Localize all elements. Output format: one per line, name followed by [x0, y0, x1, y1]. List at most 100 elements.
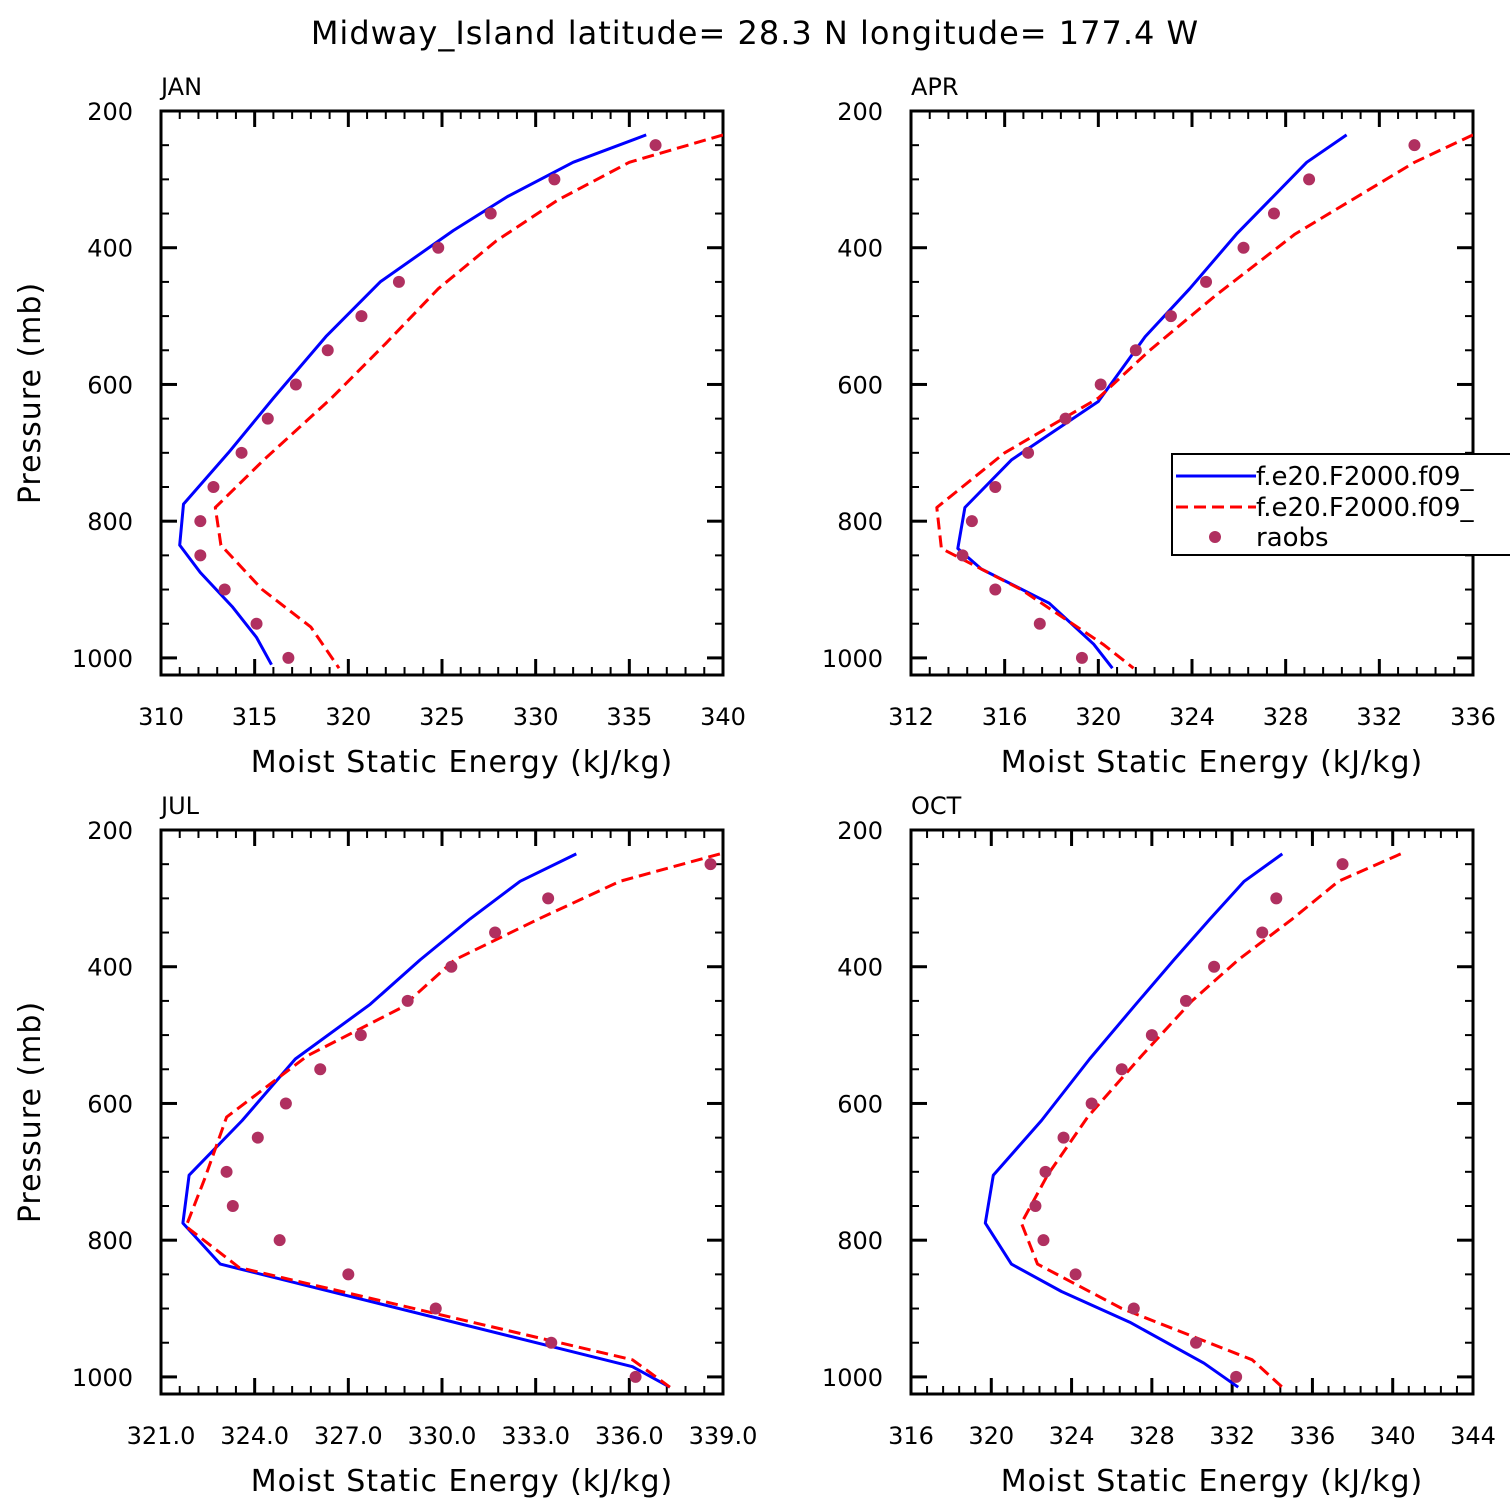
y-tick-label: 1000	[72, 1364, 133, 1392]
x-tick-label: 330.0	[408, 1422, 477, 1450]
x-tick-label: 320	[968, 1422, 1014, 1450]
y-tick-label: 400	[837, 235, 883, 263]
raobs-point	[250, 617, 263, 630]
raobs-point	[220, 1165, 233, 1178]
y-tick-label: 400	[87, 954, 133, 982]
raobs-point	[282, 651, 295, 664]
x-tick-label: 344	[1450, 1422, 1496, 1450]
raobs-point	[965, 515, 978, 528]
model-1-line-jan	[178, 133, 647, 666]
x-tick-label: 320	[325, 703, 371, 731]
model-2-line-apr	[935, 133, 1473, 670]
y-tick-label: 600	[87, 371, 133, 399]
y-tick-label: 800	[837, 508, 883, 536]
x-tick-label: 332	[1209, 1422, 1255, 1450]
raobs-point	[401, 994, 414, 1007]
x-tick-label: 324	[1049, 1422, 1095, 1450]
x-tick-label: 320	[1075, 703, 1121, 731]
raobs-point	[1303, 173, 1316, 186]
x-tick-label: 310	[138, 703, 184, 731]
panels: JAN 310 315 320 325 330 335 340 200 400 600 800 1000…	[13, 73, 1510, 1499]
y-tick-label: 1000	[822, 645, 883, 673]
raobs-point	[1057, 1131, 1070, 1144]
panel-jul: JUL 321.0 324.0 327.0 330.0 333.0 336.0 339.0 20…	[13, 792, 757, 1499]
raobs-point	[251, 1131, 264, 1144]
raobs-point	[704, 858, 717, 871]
legend-box	[1171, 453, 1510, 556]
raobs-point	[1164, 310, 1177, 323]
raobs-point	[273, 1234, 286, 1247]
model-1-line-jul	[181, 852, 671, 1389]
raobs-point	[989, 481, 1002, 493]
x-tick-label: 336	[1450, 703, 1496, 731]
x-axis-label: Moist Static Energy (kJ/kg)	[1001, 745, 1424, 780]
x-tick-label: 316	[982, 703, 1028, 731]
legend-label-2: f.e20.F2000.f09_	[1256, 493, 1474, 523]
raobs-point	[289, 378, 302, 391]
raobs-point	[1094, 378, 1107, 391]
legend-label-1: f.e20.F2000.f09_	[1256, 462, 1474, 492]
raobs-point	[545, 1336, 558, 1349]
raobs-point	[355, 310, 368, 323]
x-axis-label: Moist Static Energy (kJ/kg)	[251, 745, 674, 780]
x-tick-label: 336.0	[595, 1422, 664, 1450]
x-tick-label: 315	[232, 703, 278, 731]
x-tick-label: 327.0	[314, 1422, 383, 1450]
figure-title: Midway_Island latitude= 28.3 N longitude…	[311, 14, 1199, 52]
raobs-point	[1336, 858, 1349, 871]
raobs-point	[194, 515, 207, 528]
x-tick-label: 339.0	[689, 1422, 758, 1450]
raobs-point	[1237, 241, 1250, 254]
raobs-point	[489, 926, 502, 939]
raobs-point	[1145, 1029, 1158, 1042]
raobs-point	[1069, 1268, 1082, 1281]
y-tick-label: 600	[87, 1090, 133, 1118]
x-axis-label: Moist Static Energy (kJ/kg)	[1001, 1464, 1424, 1499]
raobs-point	[1129, 344, 1142, 357]
panel-label-jul: JUL	[159, 792, 200, 820]
x-tick-label: 340	[700, 703, 746, 731]
x-tick-label: 324.0	[220, 1422, 289, 1450]
x-tick-label: 316	[888, 1422, 934, 1450]
y-tick-label: 200	[837, 817, 883, 845]
raobs-point	[207, 481, 220, 493]
raobs-point	[1270, 892, 1283, 905]
model-2-line-jan	[213, 133, 723, 670]
raobs-point	[429, 1302, 442, 1315]
raobs-point	[1256, 926, 1269, 939]
x-tick-label: 336	[1290, 1422, 1336, 1450]
plot-frame-jan	[159, 109, 725, 677]
y-tick-label: 800	[87, 508, 133, 536]
raobs-point	[194, 549, 207, 562]
x-axis-label: Moist Static Energy (kJ/kg)	[251, 1464, 674, 1499]
raobs-point	[218, 583, 231, 596]
raobs-point	[279, 1097, 292, 1110]
x-tick-label: 340	[1370, 1422, 1416, 1450]
raobs-point	[1230, 1370, 1243, 1383]
raobs-point	[1408, 139, 1421, 152]
raobs-point	[1190, 1336, 1203, 1349]
model-1-line-apr	[956, 133, 1348, 670]
raobs-point	[321, 344, 334, 357]
raobs-point	[484, 207, 497, 220]
raobs-point	[1208, 960, 1221, 973]
panel-label-apr: APR	[911, 73, 959, 101]
raobs-point	[1022, 446, 1035, 459]
raobs-point	[542, 892, 555, 905]
panel-label-oct: OCT	[911, 792, 962, 820]
x-tick-label: 333.0	[501, 1422, 570, 1450]
panel-apr: APR 312 316 320 324 328 332 336 200 400 600 800 1000…	[822, 73, 1496, 780]
raobs-point	[649, 139, 662, 152]
y-tick-label: 200	[87, 817, 133, 845]
y-tick-label: 800	[837, 1227, 883, 1255]
raobs-point	[629, 1370, 642, 1383]
legend-marker-raobs	[1209, 531, 1221, 543]
plot-frame-oct	[909, 828, 1475, 1396]
raobs-point	[432, 241, 445, 254]
raobs-point	[1179, 994, 1192, 1007]
x-tick-label: 324	[1169, 703, 1215, 731]
raobs-point	[392, 275, 405, 288]
y-tick-label: 1000	[822, 1364, 883, 1392]
raobs-point	[354, 1029, 367, 1042]
legend-label-3: raobs	[1256, 523, 1329, 553]
